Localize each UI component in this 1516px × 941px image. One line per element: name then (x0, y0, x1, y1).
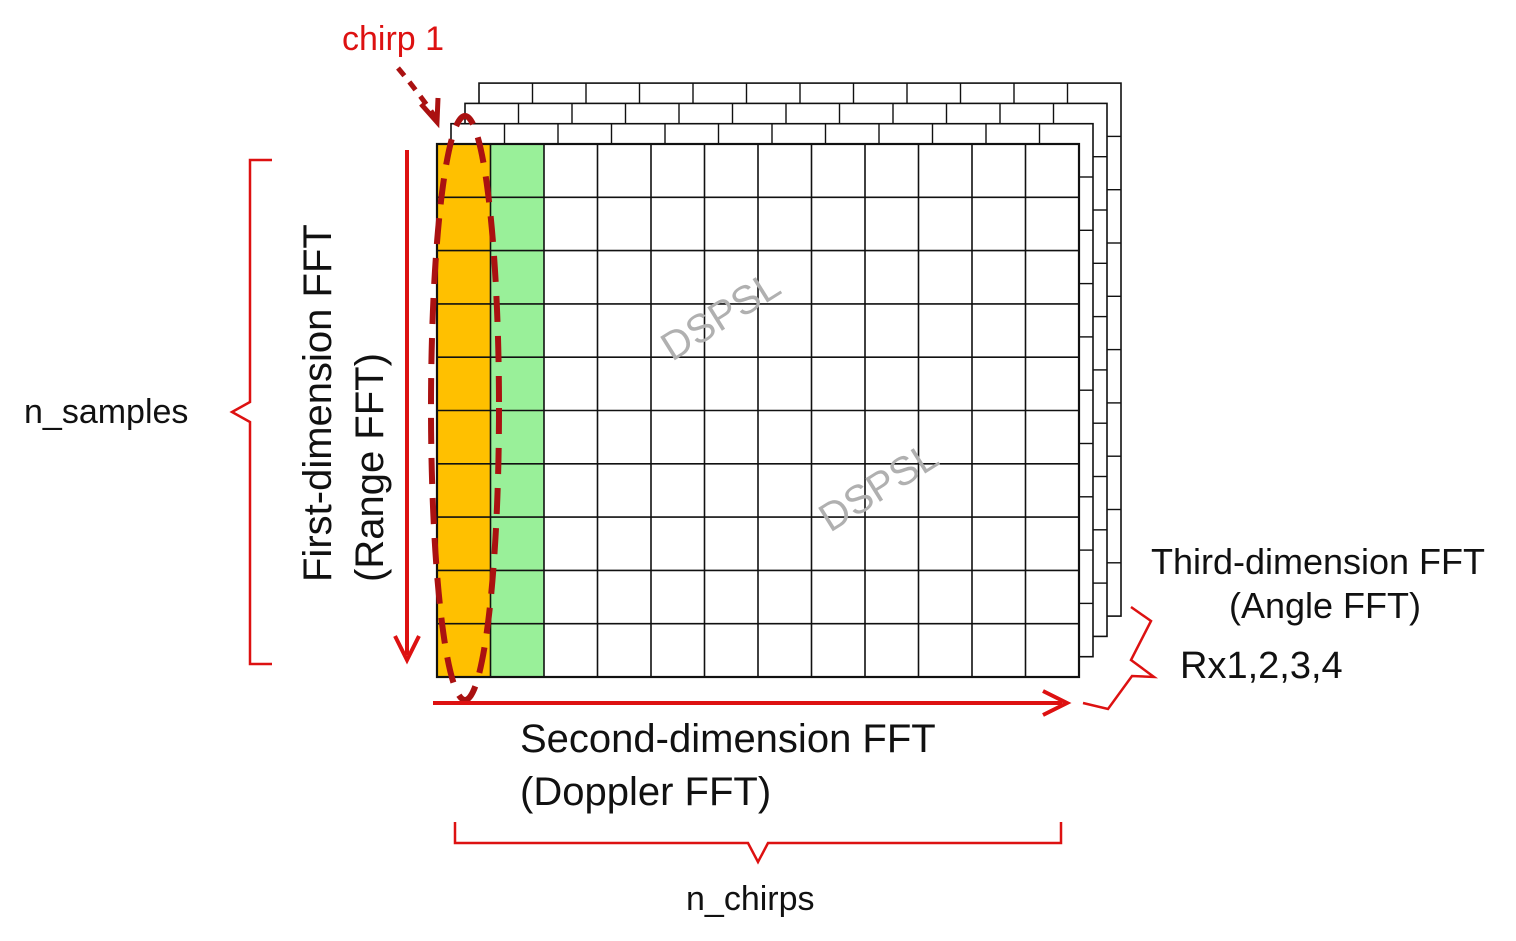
angle-fft-label-line2: (Angle FFT) (1229, 585, 1421, 626)
doppler-fft-arrowhead (1042, 689, 1072, 717)
doppler-fft-label-line1: Second-dimension FFT (520, 717, 936, 761)
doppler-fft-label-line2: (Doppler FFT) (520, 770, 771, 814)
chirp-label: chirp 1 (342, 20, 444, 58)
n-chirps-brace (453, 822, 1063, 865)
rx-brace (1082, 605, 1159, 711)
chirp-1-highlight-ellipse (428, 113, 502, 703)
chirp-pointer-arrow (396, 66, 439, 120)
rx-label: Rx1,2,3,4 (1180, 645, 1343, 687)
n-samples-brace (229, 158, 272, 666)
front-grid-border (435, 142, 1081, 679)
chirp-pointer-arrowhead (419, 97, 441, 129)
range-fft-label-line1: First-dimension FFT (296, 224, 340, 582)
angle-fft-label-line1: Third-dimension FFT (1151, 541, 1485, 582)
n-samples-label: n_samples (24, 393, 188, 431)
range-fft-label-line2: (Range FFT) (348, 353, 392, 582)
n-chirps-label: n_chirps (686, 880, 815, 918)
range-doppler-grid (435, 142, 1081, 679)
range-fft-arrowhead (393, 635, 421, 665)
range-fft-label-group: First-dimension FFT (Range FFT) (296, 224, 392, 582)
